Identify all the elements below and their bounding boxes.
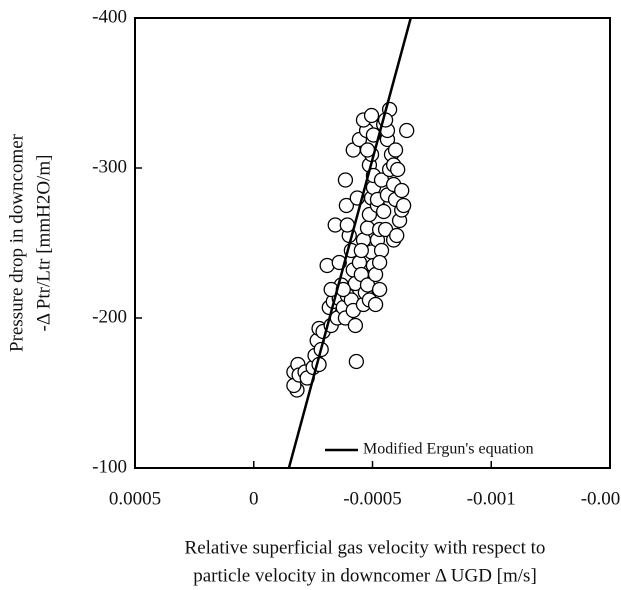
y-axis-label: Pressure drop in downcomer -Δ Ptr/Ltr [m… — [6, 133, 54, 352]
data-point — [348, 353, 365, 370]
data-point — [367, 296, 384, 313]
x-tick-label: 0.0005 — [109, 488, 161, 509]
x-axis-label-line: particle velocity in downcomer Δ UGD [m/… — [193, 565, 537, 586]
legend-label: Modified Ergun's equation — [363, 441, 534, 458]
data-point — [347, 317, 364, 334]
data-point — [389, 227, 405, 244]
data-point — [353, 242, 369, 259]
data-point — [376, 203, 392, 220]
x-tick-label: -0.001 — [467, 488, 516, 509]
data-point — [371, 254, 388, 271]
y-axis-label-line: Pressure drop in downcomer — [6, 133, 27, 352]
x-tick-label: 0 — [249, 488, 259, 509]
y-tick-label: -100 — [92, 456, 127, 477]
data-point — [338, 197, 355, 214]
data-point — [395, 197, 412, 214]
data-point — [363, 107, 380, 124]
data-point — [371, 281, 388, 298]
plot-frame — [134, 17, 611, 469]
data-point — [394, 182, 410, 199]
y-axis-label-line: -Δ Ptr/Ltr [mmH2O/m] — [33, 155, 54, 332]
y-tick-label: -300 — [92, 156, 127, 177]
data-point — [390, 161, 406, 178]
x-axis-label-line: Relative superficial gas velocity with r… — [185, 537, 546, 558]
y-tick-label: -400 — [92, 6, 127, 27]
data-point — [387, 142, 404, 158]
x-tick-label: -0.0005 — [343, 488, 402, 509]
data-point — [399, 122, 415, 139]
plot-area — [286, 18, 415, 468]
y-tick-label: -200 — [92, 306, 127, 327]
x-tick-label: -0.0015 — [581, 488, 621, 509]
fit-line — [287, 18, 412, 468]
data-point — [337, 172, 354, 188]
